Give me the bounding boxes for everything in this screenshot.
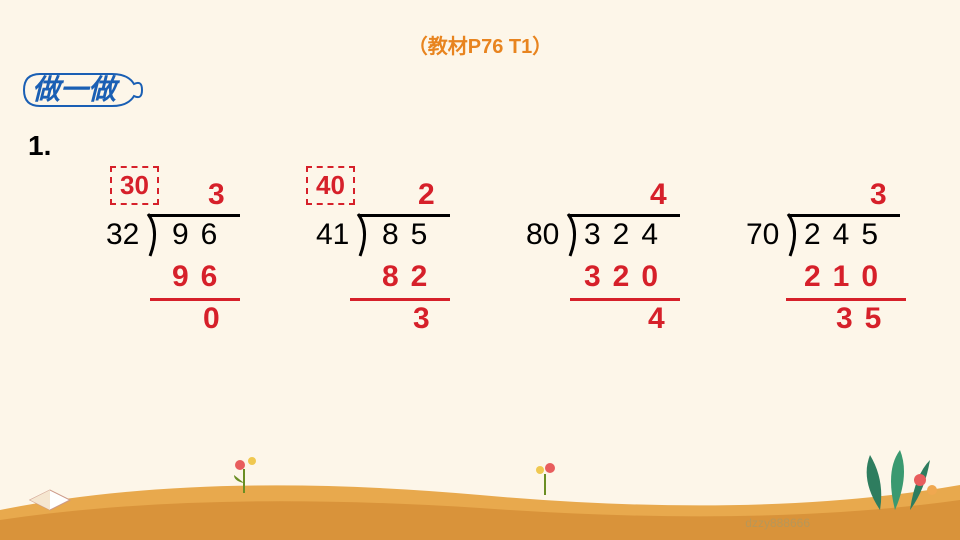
exercise-bubble: 做一做 [20,68,104,108]
dividend: 85 [382,218,439,252]
remainder: 35 [836,302,893,336]
subtraction-step: 96 [172,260,229,294]
subtraction-line [786,298,906,301]
divisor: 70 [746,218,779,252]
dividend: 324 [584,218,670,252]
divisor: 41 [316,218,349,252]
division-bracket-icon [354,210,374,260]
exercise-label: 做一做 [32,75,116,106]
quotient: 2 [418,178,435,212]
dividend: 245 [804,218,890,252]
remainder: 4 [648,302,677,336]
division-bracket-icon [784,210,804,260]
watermark: dzzy888666 [745,516,810,530]
rounding-hint: 30 [110,166,159,205]
subtraction-line [350,298,450,301]
dividend: 96 [172,218,229,252]
quotient: 4 [650,178,667,212]
divisor: 80 [526,218,559,252]
division-bracket-icon [144,210,164,260]
remainder: 0 [203,302,232,336]
subtraction-step: 82 [382,260,439,294]
subtraction-line [150,298,240,301]
remainder: 3 [413,302,442,336]
rounding-hint: 40 [306,166,355,205]
subtraction-step: 210 [804,260,890,294]
footer-illustration-icon [0,450,960,540]
quotient-line [790,214,900,217]
problem-number: 1. [28,130,51,162]
subtraction-step: 320 [584,260,670,294]
divisor: 32 [106,218,139,252]
subtraction-line [570,298,680,301]
quotient: 3 [870,178,887,212]
quotient: 3 [208,178,225,212]
division-bracket-icon [564,210,584,260]
quotient-line [570,214,680,217]
textbook-reference: （教材P76 T1） [408,30,552,59]
